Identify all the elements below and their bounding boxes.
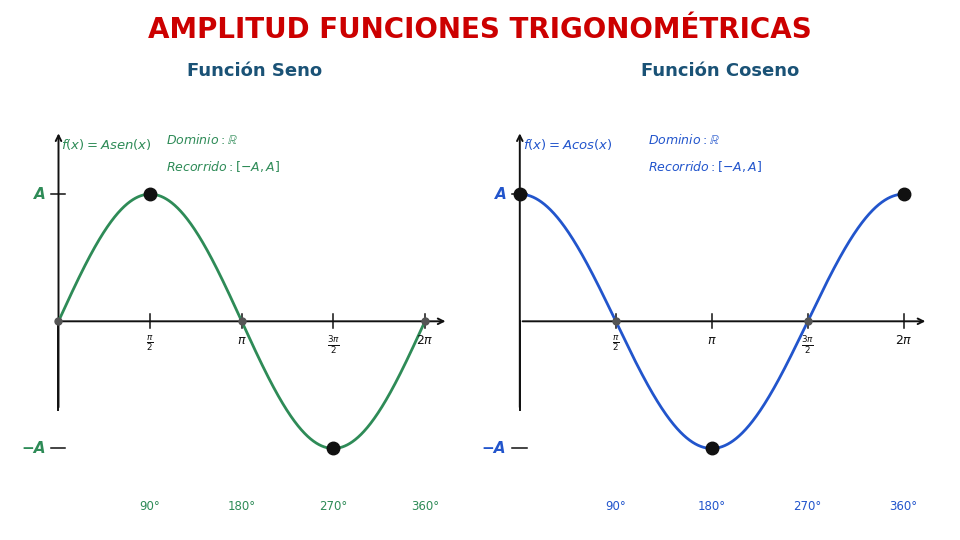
- Text: $f(x) = Acos(x)$: $f(x) = Acos(x)$: [523, 137, 612, 152]
- Text: $\frac{\pi}{2}$: $\frac{\pi}{2}$: [612, 334, 619, 353]
- Text: 180°: 180°: [698, 501, 726, 514]
- Text: $\it{Recorrido}$$: [-A, A]$: $\it{Recorrido}$$: [-A, A]$: [648, 159, 762, 173]
- Text: 90°: 90°: [606, 501, 626, 514]
- Text: $2\pi$: $2\pi$: [895, 334, 913, 347]
- Text: −A: −A: [482, 441, 506, 456]
- Text: $\it{Dominio}$$: \mathbb{R}$: $\it{Dominio}$$: \mathbb{R}$: [648, 133, 720, 147]
- Text: Función Seno: Función Seno: [187, 62, 322, 80]
- Text: $\frac{\pi}{2}$: $\frac{\pi}{2}$: [146, 334, 154, 353]
- Text: 270°: 270°: [794, 501, 822, 514]
- Text: AMPLITUD FUNCIONES TRIGONOMÉTRICAS: AMPLITUD FUNCIONES TRIGONOMÉTRICAS: [148, 16, 812, 44]
- Text: $\it{Dominio}$$: \mathbb{R}$: $\it{Dominio}$$: \mathbb{R}$: [166, 133, 238, 147]
- Text: 360°: 360°: [890, 501, 918, 514]
- Text: $\frac{3\pi}{2}$: $\frac{3\pi}{2}$: [326, 334, 340, 356]
- Text: $2\pi$: $2\pi$: [416, 334, 434, 347]
- Text: A: A: [34, 187, 46, 201]
- Text: $\pi$: $\pi$: [707, 334, 716, 347]
- Text: 90°: 90°: [140, 501, 160, 514]
- Text: A: A: [494, 187, 506, 201]
- Text: Función Coseno: Función Coseno: [641, 62, 799, 80]
- Text: 270°: 270°: [320, 501, 348, 514]
- Text: $\it{Recorrido}$$: [-A, A]$: $\it{Recorrido}$$: [-A, A]$: [166, 159, 280, 173]
- Text: −A: −A: [21, 441, 46, 456]
- Text: $\pi$: $\pi$: [237, 334, 247, 347]
- Text: 180°: 180°: [228, 501, 255, 514]
- Text: 360°: 360°: [411, 501, 439, 514]
- Text: $f(x) = Asen(x)$: $f(x) = Asen(x)$: [61, 137, 152, 152]
- Text: $\frac{3\pi}{2}$: $\frac{3\pi}{2}$: [802, 334, 814, 356]
